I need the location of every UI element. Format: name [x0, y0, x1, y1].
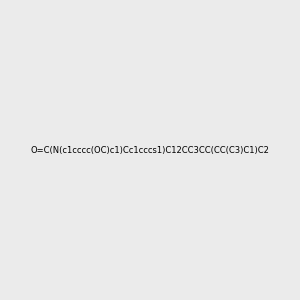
Text: O=C(N(c1cccc(OC)c1)Cc1cccs1)C12CC3CC(CC(C3)C1)C2: O=C(N(c1cccc(OC)c1)Cc1cccs1)C12CC3CC(CC(… [31, 146, 269, 154]
